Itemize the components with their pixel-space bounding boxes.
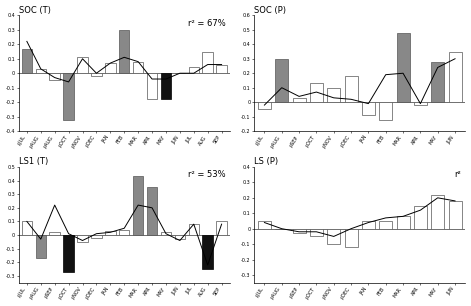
Bar (397, 33, 410, 102)
Bar (147, 73, 157, 99)
Text: SOC (T): SOC (T) (18, 6, 50, 15)
Bar (133, 62, 143, 73)
Text: r²: r² (455, 170, 461, 179)
Bar (77, 57, 88, 73)
Bar (49, 73, 60, 80)
Bar (414, 206, 427, 229)
Bar (22, 49, 32, 73)
Bar (310, 229, 323, 237)
Bar (258, 102, 271, 110)
Bar (36, 69, 46, 73)
Bar (431, 62, 444, 102)
Bar (22, 222, 32, 235)
Bar (292, 98, 306, 102)
Bar (216, 222, 227, 235)
Bar (147, 187, 157, 235)
Bar (414, 102, 427, 105)
Bar (64, 73, 74, 120)
Bar (105, 231, 115, 235)
Bar (310, 83, 323, 102)
Bar (258, 221, 271, 229)
Bar (379, 102, 392, 120)
Bar (292, 229, 306, 233)
Bar (133, 177, 143, 235)
Bar (77, 235, 88, 242)
Bar (175, 235, 185, 239)
Bar (203, 235, 213, 269)
Bar (161, 232, 171, 235)
Bar (49, 232, 60, 235)
Bar (91, 235, 102, 238)
Bar (105, 63, 115, 73)
Bar (216, 65, 227, 73)
Bar (448, 51, 462, 102)
Bar (119, 230, 130, 235)
Bar (379, 221, 392, 229)
Bar (91, 73, 102, 76)
Text: LS1 (T): LS1 (T) (18, 157, 48, 166)
Bar (64, 235, 74, 272)
Bar (431, 195, 444, 229)
Bar (119, 30, 130, 73)
Bar (188, 67, 199, 73)
Bar (327, 229, 340, 244)
Text: SOC (P): SOC (P) (254, 6, 286, 15)
Bar (362, 102, 375, 115)
Bar (397, 216, 410, 229)
Text: r² = 53%: r² = 53% (188, 170, 226, 179)
Bar (345, 76, 357, 102)
Bar (275, 59, 288, 102)
Bar (362, 221, 375, 229)
Bar (345, 229, 357, 247)
Bar (161, 73, 171, 99)
Text: LS (P): LS (P) (254, 157, 278, 166)
Bar (36, 235, 46, 258)
Bar (203, 51, 213, 73)
Bar (448, 201, 462, 229)
Bar (327, 88, 340, 102)
Text: r² = 67%: r² = 67% (188, 19, 226, 28)
Bar (188, 224, 199, 235)
